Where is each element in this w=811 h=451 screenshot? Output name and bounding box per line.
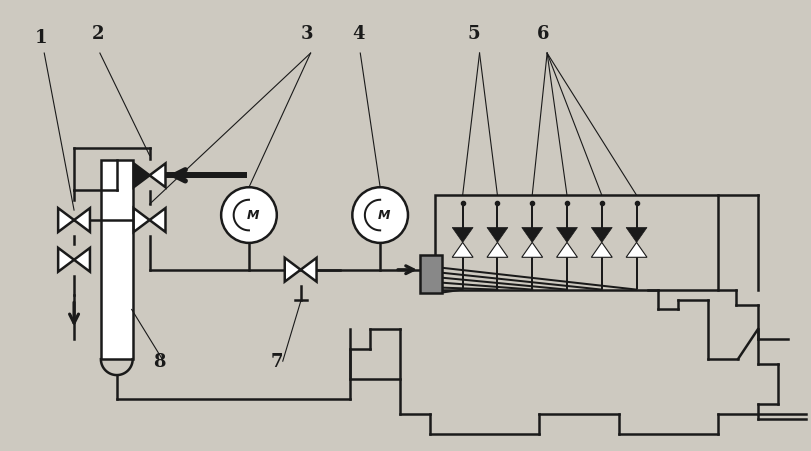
Polygon shape [556,227,577,242]
Polygon shape [521,242,543,258]
Polygon shape [453,227,473,242]
Polygon shape [591,227,612,242]
Text: 2: 2 [92,25,105,43]
Text: 4: 4 [352,25,365,43]
Bar [420,255,442,293]
Polygon shape [626,242,647,258]
Polygon shape [453,242,473,258]
Circle shape [352,187,408,243]
Polygon shape [521,227,543,242]
Polygon shape [301,258,316,282]
Bar [435,195,718,290]
Text: 8: 8 [153,353,166,371]
Polygon shape [58,248,74,272]
Polygon shape [285,258,301,282]
Polygon shape [556,242,577,258]
Text: M: M [247,208,260,221]
Polygon shape [591,242,612,258]
Polygon shape [149,163,165,187]
Polygon shape [149,208,165,232]
Polygon shape [74,248,90,272]
Polygon shape [626,227,647,242]
Polygon shape [134,163,149,187]
Text: 5: 5 [468,25,480,43]
Text: 6: 6 [537,25,550,43]
Bar [101,161,133,359]
Polygon shape [487,242,508,258]
Polygon shape [58,208,74,232]
Polygon shape [487,227,508,242]
Text: 3: 3 [301,25,313,43]
Polygon shape [74,208,90,232]
Text: 7: 7 [271,353,283,371]
Circle shape [221,187,277,243]
Polygon shape [134,208,149,232]
Text: M: M [378,208,390,221]
Text: 1: 1 [34,29,47,47]
